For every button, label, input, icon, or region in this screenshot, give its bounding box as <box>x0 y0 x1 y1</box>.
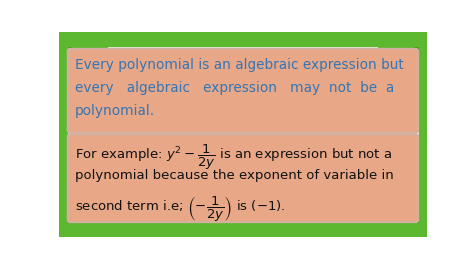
Polygon shape <box>59 32 89 90</box>
Polygon shape <box>397 32 427 90</box>
Polygon shape <box>59 178 89 237</box>
Bar <box>59 223 427 237</box>
Text: polynomial.: polynomial. <box>75 104 155 118</box>
Bar <box>59 32 427 46</box>
Polygon shape <box>59 32 113 117</box>
Text: For example: $y^2-\dfrac{1}{2y}$ is an expression but not a: For example: $y^2-\dfrac{1}{2y}$ is an e… <box>75 143 392 172</box>
Bar <box>419 32 427 237</box>
Bar <box>59 32 67 237</box>
Text: second term i.e; $\left(-\dfrac{1}{2y}\right)$ is $(-1)$.: second term i.e; $\left(-\dfrac{1}{2y}\r… <box>75 194 285 223</box>
Text: polynomial because the exponent of variable in: polynomial because the exponent of varia… <box>75 169 393 182</box>
Polygon shape <box>59 151 113 237</box>
Text: every   algebraic   expression   may  not  be  a: every algebraic expression may not be a <box>75 81 394 95</box>
Polygon shape <box>397 178 427 237</box>
FancyBboxPatch shape <box>68 134 418 222</box>
Polygon shape <box>373 32 427 117</box>
Polygon shape <box>373 151 427 237</box>
Text: Every polynomial is an algebraic expression but: Every polynomial is an algebraic express… <box>75 58 403 72</box>
FancyBboxPatch shape <box>68 49 418 133</box>
